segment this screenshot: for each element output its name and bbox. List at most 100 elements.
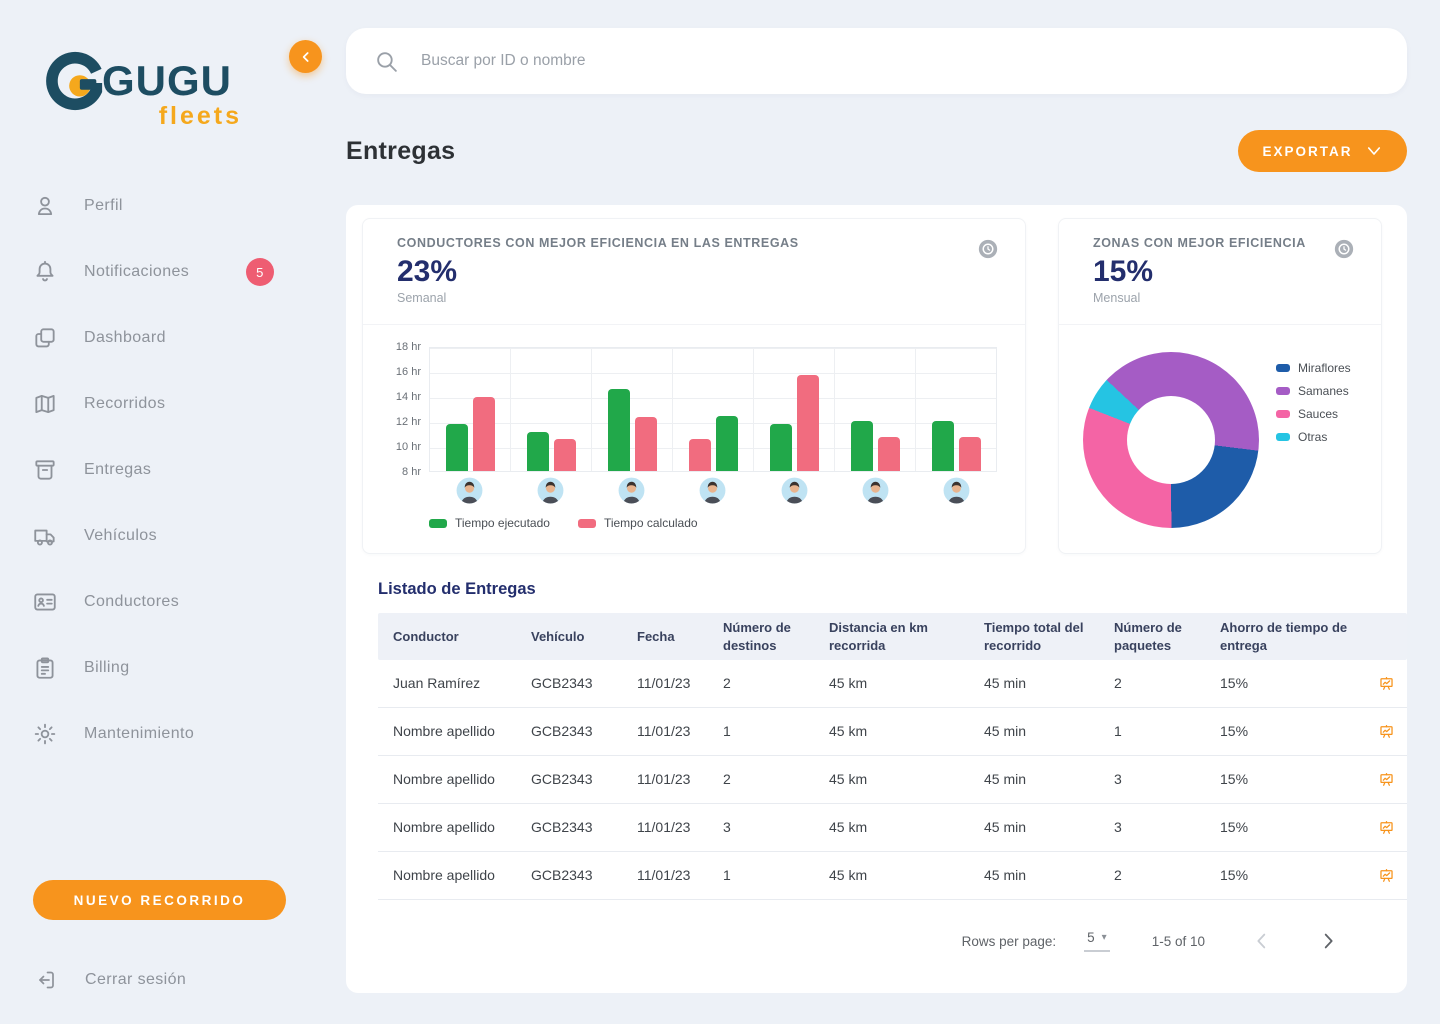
sidebar-item-perfil[interactable]: Perfil <box>32 186 314 226</box>
logout-button[interactable]: Cerrar sesión <box>33 968 186 992</box>
sidebar-item-label: Perfil <box>84 197 123 214</box>
cell-distancia: 45 km <box>829 867 868 884</box>
legend-item: Miraflores <box>1276 361 1351 375</box>
cell-destinos: 2 <box>723 771 731 788</box>
search-icon <box>377 51 397 72</box>
bar-group <box>430 348 511 471</box>
pagination: Rows per page: 5 ▾ 1-5 of 10 <box>362 930 1391 953</box>
logout-icon <box>33 968 57 992</box>
bar-plot-area <box>429 347 997 472</box>
new-route-button[interactable]: NUEVO RECORRIDO <box>33 880 286 920</box>
table-header-row: Conductor Vehículo Fecha Número de destinos… <box>378 613 1407 661</box>
card-title: CONDUCTORES CON MEJOR EFICIENCIA EN LAS … <box>397 236 799 250</box>
deliveries-table: Conductor Vehículo Fecha Número de destinos… <box>378 613 1407 901</box>
driver-avatar <box>700 477 726 504</box>
sidebar-item-label: Recorridos <box>84 395 166 412</box>
bar-tiempo-ejecutado <box>931 421 954 471</box>
report-board-icon[interactable] <box>1363 667 1407 701</box>
bar-tiempo-ejecutado <box>715 416 738 471</box>
sidebar-collapse-button[interactable] <box>289 40 322 73</box>
bell-icon <box>32 259 58 285</box>
bar-tiempo-ejecutado <box>607 388 630 471</box>
table-body: Juan Ramírez GCB2343 11/01/23 2 45 km 45 min 2… <box>378 660 1407 901</box>
report-board-icon[interactable] <box>1363 811 1407 845</box>
bar-tiempo-ejecutado <box>526 432 549 471</box>
cell-distancia: 45 km <box>829 819 868 836</box>
report-board-icon[interactable] <box>1363 763 1407 797</box>
sidebar-item-conductores[interactable]: Conductores <box>32 582 314 622</box>
report-board-icon[interactable] <box>1363 715 1407 749</box>
legend-swatch <box>1276 433 1290 441</box>
cell-paquetes: 1 <box>1114 723 1122 740</box>
bar-group <box>835 348 916 471</box>
bar-group <box>673 348 754 471</box>
copy-icon <box>32 325 58 351</box>
cell-tiempo: 45 min <box>984 819 1027 836</box>
bar-tiempo-calculado <box>877 437 900 471</box>
driver-avatar <box>456 477 483 504</box>
cell-ahorro: 15% <box>1220 675 1249 692</box>
history-clock-icon[interactable] <box>1333 238 1355 260</box>
cell-destinos: 1 <box>723 867 731 884</box>
column-header: Número de destinos <box>723 620 791 653</box>
rows-per-page-select[interactable]: 5 ▾ <box>1084 930 1110 953</box>
cell-fecha: 11/01/23 <box>637 723 691 740</box>
sidebar-item-mantenimiento[interactable]: Mantenimiento <box>32 714 314 754</box>
sidebar-item-dashboard[interactable]: Dashboard <box>32 318 314 358</box>
cell-paquetes: 2 <box>1114 675 1122 692</box>
bar-tiempo-calculado <box>796 374 819 471</box>
legend-swatch <box>577 518 596 528</box>
clipboard-icon <box>32 655 58 681</box>
page-title: Entregas <box>346 136 456 165</box>
history-clock-icon[interactable] <box>977 238 999 260</box>
chevron-down-icon <box>1367 147 1380 155</box>
legend-item: Samanes <box>1276 384 1351 398</box>
driver-avatar <box>862 477 889 504</box>
report-board-icon[interactable] <box>1363 859 1407 893</box>
sidebar-item-label: Dashboard <box>84 329 166 346</box>
table-row: Nombre apellido GCB2343 11/01/23 1 45 km 45 m… <box>378 852 1407 901</box>
sidebar-item-label: Entregas <box>84 461 152 478</box>
card-title: ZONAS CON MEJOR EFICIENCIA <box>1093 236 1306 250</box>
chevron-left-icon <box>302 51 309 62</box>
sidebar-item-recorridos[interactable]: Recorridos <box>32 384 314 424</box>
cell-vehiculo: GCB2343 <box>531 723 593 740</box>
sidebar: GUGU fleets Perfil Notificaciones 5 Dashboa… <box>0 0 346 1024</box>
drivers-metric: 23% <box>397 255 458 288</box>
driver-avatar <box>618 477 645 504</box>
table-title: Listado de Entregas <box>378 580 536 598</box>
table-row: Nombre apellido GCB2343 11/01/23 3 45 km 45 m… <box>378 804 1407 853</box>
driver-avatar <box>943 477 970 504</box>
bar-tiempo-calculado <box>553 438 576 471</box>
brand-logo: GUGU fleets <box>44 50 244 131</box>
legend-swatch <box>429 518 447 528</box>
legend-swatch <box>1276 410 1290 418</box>
search-bar <box>346 28 1407 94</box>
sidebar-item-veh-culos[interactable]: Vehículos <box>32 516 314 556</box>
cell-distancia: 45 km <box>829 771 868 788</box>
next-page-button[interactable] <box>1317 930 1339 952</box>
prev-page-button[interactable] <box>1251 930 1273 952</box>
gear-icon <box>32 721 58 747</box>
table-row: Nombre apellido GCB2343 11/01/23 1 45 km 45 m… <box>378 708 1407 757</box>
bar-group <box>592 348 673 471</box>
column-header: Fecha <box>637 628 675 644</box>
bar-chart-legend: Tiempo ejecutado Tiempo calculado <box>429 516 997 530</box>
column-header: Vehículo <box>531 628 585 644</box>
sidebar-item-label: Billing <box>84 659 130 676</box>
y-tick-label: 18 hr <box>395 341 421 353</box>
y-tick-label: 12 hr <box>395 416 421 428</box>
search-input[interactable] <box>421 52 1379 70</box>
cell-conductor: Nombre apellido <box>393 819 495 836</box>
y-tick-label: 16 hr <box>395 366 421 378</box>
sidebar-item-entregas[interactable]: Entregas <box>32 450 314 490</box>
drivers-period: Semanal <box>397 291 447 305</box>
legend-swatch <box>1276 387 1290 395</box>
rows-per-page-label: Rows per page: <box>961 933 1057 949</box>
sidebar-item-billing[interactable]: Billing <box>32 648 314 688</box>
sidebar-item-notificaciones[interactable]: Notificaciones 5 <box>32 252 314 292</box>
legend-swatch <box>1276 364 1290 372</box>
export-button[interactable]: EXPORTAR <box>1238 130 1407 172</box>
content-panel: CONDUCTORES CON MEJOR EFICIENCIA EN LAS … <box>346 205 1407 993</box>
cell-fecha: 11/01/23 <box>637 819 691 836</box>
